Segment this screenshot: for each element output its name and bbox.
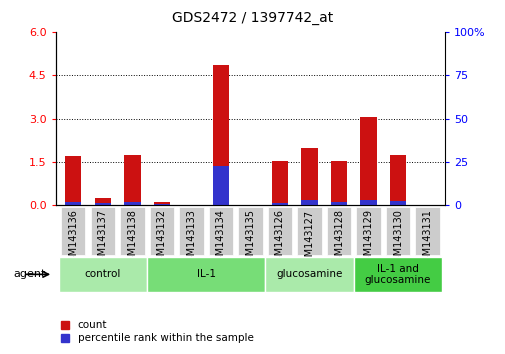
FancyBboxPatch shape: [238, 207, 262, 255]
Bar: [65, 202, 81, 205]
FancyBboxPatch shape: [385, 207, 410, 255]
Bar: [301, 200, 317, 205]
Text: glucosamine: glucosamine: [276, 269, 342, 279]
Text: GSM143126: GSM143126: [274, 210, 284, 268]
Bar: [94, 198, 111, 205]
Text: IL-1 and
glucosamine: IL-1 and glucosamine: [364, 263, 430, 285]
FancyBboxPatch shape: [356, 207, 380, 255]
FancyBboxPatch shape: [326, 207, 350, 255]
FancyBboxPatch shape: [209, 207, 233, 255]
Text: GSM143138: GSM143138: [127, 210, 137, 268]
Text: GSM143128: GSM143128: [333, 210, 343, 268]
Bar: [124, 202, 140, 205]
Legend: count, percentile rank within the sample: count, percentile rank within the sample: [61, 320, 253, 343]
Text: agent: agent: [13, 269, 45, 279]
FancyBboxPatch shape: [179, 207, 203, 255]
Bar: [271, 160, 287, 205]
Text: GSM143134: GSM143134: [216, 210, 226, 268]
Bar: [389, 201, 406, 205]
FancyBboxPatch shape: [297, 207, 321, 255]
FancyBboxPatch shape: [147, 257, 265, 292]
Text: control: control: [84, 269, 121, 279]
Bar: [360, 200, 376, 205]
FancyBboxPatch shape: [59, 257, 147, 292]
Bar: [330, 160, 346, 205]
Bar: [330, 202, 346, 205]
Bar: [65, 156, 81, 205]
Bar: [94, 203, 111, 205]
Text: GSM143129: GSM143129: [363, 210, 373, 268]
Text: GSM143135: GSM143135: [245, 210, 255, 268]
Bar: [213, 166, 229, 205]
Bar: [124, 155, 140, 205]
Bar: [271, 203, 287, 205]
FancyBboxPatch shape: [61, 207, 85, 255]
Text: GSM143127: GSM143127: [304, 210, 314, 269]
Bar: [389, 155, 406, 205]
FancyBboxPatch shape: [415, 207, 439, 255]
FancyBboxPatch shape: [265, 257, 353, 292]
FancyBboxPatch shape: [353, 257, 441, 292]
Bar: [154, 202, 170, 205]
Text: GSM143136: GSM143136: [68, 210, 78, 268]
Text: GSM143131: GSM143131: [422, 210, 432, 268]
Text: GSM143130: GSM143130: [392, 210, 402, 268]
Text: IL-1: IL-1: [196, 269, 215, 279]
FancyBboxPatch shape: [120, 207, 144, 255]
Text: GSM143133: GSM143133: [186, 210, 196, 268]
FancyBboxPatch shape: [149, 207, 174, 255]
Bar: [213, 65, 229, 205]
FancyBboxPatch shape: [90, 207, 115, 255]
Text: GSM143132: GSM143132: [157, 210, 167, 268]
FancyBboxPatch shape: [267, 207, 291, 255]
Bar: [360, 117, 376, 205]
Text: GSM143137: GSM143137: [97, 210, 108, 268]
Text: GDS2472 / 1397742_at: GDS2472 / 1397742_at: [172, 11, 333, 25]
Bar: [301, 148, 317, 205]
